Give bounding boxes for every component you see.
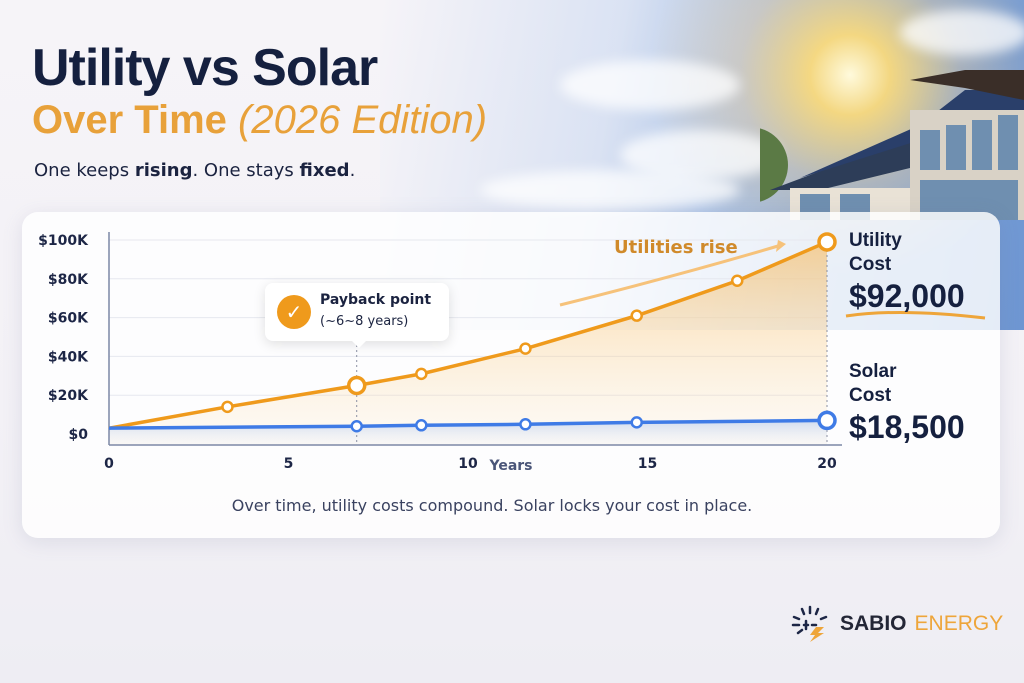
subtitle-text: . One stays	[192, 160, 300, 181]
brand-name-suffix: ENERGY	[914, 612, 1004, 635]
brand-name: SABIO	[840, 612, 907, 635]
x-tick-label: 5	[284, 456, 294, 472]
y-tick-label: $0	[69, 427, 89, 443]
y-tick-label: $60K	[48, 311, 89, 327]
trend-arrow	[559, 244, 779, 307]
x-tick-label: 15	[638, 456, 657, 472]
subtitle-emphasis: rising	[134, 160, 193, 181]
utility-cost-value: $92,000	[849, 278, 965, 314]
solar-data-point	[630, 416, 643, 429]
y-tick-label: $100K	[38, 233, 89, 249]
solar-line	[108, 418, 828, 430]
page-title-line2: Over Time (2026 Edition)	[32, 98, 487, 143]
utility-underline	[845, 310, 986, 320]
x-tick-label: 10	[458, 456, 478, 472]
y-tick-label: $20K	[48, 388, 89, 404]
solar-data-point	[350, 419, 363, 433]
brand-logo: SABIO ENERGY	[790, 605, 1003, 643]
x-tick-label: 0	[104, 456, 114, 472]
y-tick-label: $40K	[48, 349, 89, 365]
cloud	[900, 10, 1024, 55]
trend-arrow-head	[776, 240, 786, 252]
x-axis-label: Years	[488, 458, 532, 474]
y-tick-label: $80K	[48, 272, 89, 288]
solar-cost-value: $18,500	[849, 409, 965, 445]
utility-cost-title: Utility Cost	[849, 230, 902, 275]
solar-cost-title: Solar Cost	[849, 361, 897, 406]
subtitle-text: .	[349, 160, 356, 181]
utility-data-point	[630, 309, 643, 322]
payback-title: Payback point	[320, 292, 432, 308]
payback-detail: (~6~8 years)	[320, 314, 409, 329]
subtitle-emphasis: fixed	[299, 160, 350, 181]
utility-area	[109, 241, 827, 445]
solar-area	[109, 420, 827, 445]
utility-data-point	[817, 232, 837, 252]
utility-data-point	[731, 274, 744, 287]
chart-caption: Over time, utility costs compound. Solar…	[231, 496, 753, 515]
x-tick-label: 20	[817, 456, 837, 472]
utility-data-point	[221, 400, 234, 414]
payback-callout: ✓ Payback point (~6~8 years)	[265, 283, 449, 348]
utility-data-point	[346, 375, 367, 396]
sabio-sun-bolt-icon	[791, 605, 828, 642]
page-title: Utility vs Solar	[32, 39, 378, 97]
title-highlight: Over Time	[32, 98, 227, 142]
solar-cost-label: Solar Cost $18,500	[849, 360, 965, 446]
utility-data-point	[415, 367, 428, 381]
solar-data-point	[415, 419, 428, 432]
subtitle-text: One keeps	[34, 160, 135, 181]
title-edition: (2026 Edition)	[238, 98, 488, 142]
check-icon: ✓	[277, 295, 311, 329]
cloud	[480, 170, 740, 210]
trend-label: Utilities rise	[614, 237, 738, 258]
subtitle: One keeps rising. One stays fixed.	[34, 160, 355, 181]
solar-data-point	[519, 418, 532, 431]
cloud	[560, 60, 740, 110]
utility-cost-label: Utility Cost $92,000	[849, 229, 965, 315]
utility-data-point	[519, 342, 532, 355]
utility-line	[108, 240, 828, 430]
solar-data-point	[817, 410, 837, 431]
